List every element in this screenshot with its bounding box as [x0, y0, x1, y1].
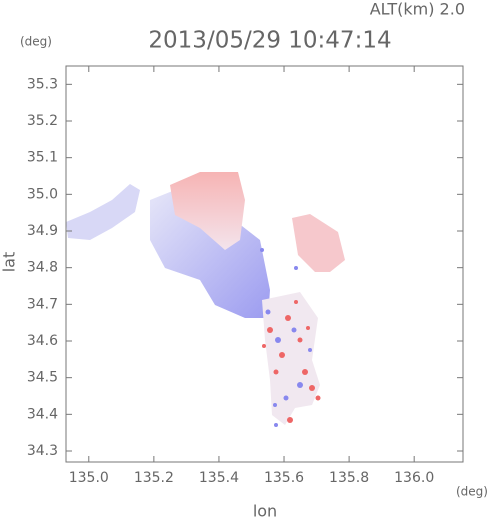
plot-frame: [65, 65, 464, 463]
y-tick-label: 34.8: [27, 260, 58, 276]
echo-regions: [66, 172, 345, 427]
y-label: lat: [0, 252, 19, 273]
y-tick-label: 35.3: [27, 76, 58, 92]
y-tick-label: 34.9: [27, 223, 58, 239]
y-tick-label: 35.2: [27, 113, 58, 129]
echo-region: [66, 184, 140, 240]
x-unit: (deg): [456, 485, 488, 499]
x-tick-label: 135.4: [199, 470, 239, 486]
x-tick-label: 135.8: [329, 470, 369, 486]
y-tick-label: 34.7: [27, 296, 58, 312]
y-tick-label: 34.4: [27, 406, 58, 422]
echo-region: [150, 190, 270, 318]
y-tick-label: 34.3: [27, 443, 58, 459]
echo-speckle: [260, 248, 312, 427]
altitude-label: ALT(km) 2.0: [370, 0, 465, 19]
x-tick-label: 135.6: [264, 470, 304, 486]
echo-region: [170, 172, 245, 250]
y-tick-label: 34.5: [27, 370, 58, 386]
x-tick-label: 135.0: [69, 470, 109, 486]
y-unit: (deg): [20, 35, 52, 49]
echo-region: [292, 214, 345, 272]
y-tick-label: 35.0: [27, 186, 58, 202]
axes: 34.3 34.4 34.5 34.6 34.7 34.8 34.9 35.0 35.1 35.2…: [27, 66, 463, 486]
echo-region: [262, 292, 320, 425]
x-tick-label: 136.0: [394, 470, 434, 486]
y-tick-label: 35.1: [27, 150, 58, 166]
echo-speckle: [262, 300, 321, 423]
x-label: lon: [253, 502, 277, 521]
x-tick-label: 135.2: [134, 470, 174, 486]
y-tick-label: 34.6: [27, 333, 58, 349]
chart-title: 2013/05/29 10:47:14: [148, 28, 391, 54]
